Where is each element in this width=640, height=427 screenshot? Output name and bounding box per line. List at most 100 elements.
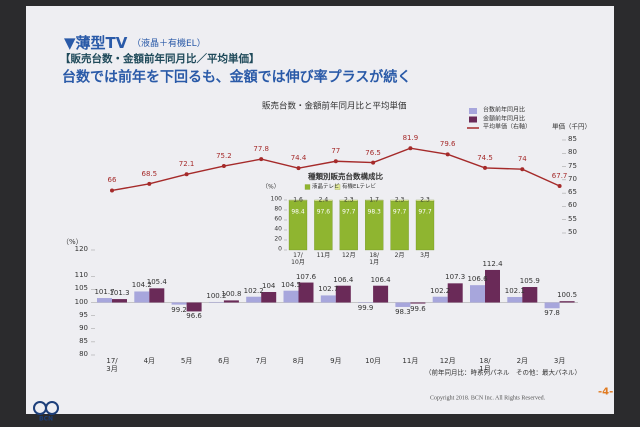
bar-value-label: 102.2 — [430, 286, 451, 295]
price-point — [520, 167, 525, 172]
price-point — [147, 181, 152, 186]
y-tick-label: 80 — [79, 350, 88, 359]
yoy-bar — [246, 296, 262, 303]
y-tick-label: 85 — [79, 337, 88, 346]
y2-axis-label: 単価（千円） — [552, 122, 591, 131]
bar-value-label: 97.8 — [544, 309, 560, 318]
inset-legend-swatch — [334, 184, 341, 190]
inset-value-label: 97.7 — [418, 208, 432, 216]
price-value-label: 67.7 — [551, 172, 568, 181]
chart-title: 販売台数・金額前年同月比と平均単価 — [262, 101, 407, 112]
bar-value-label: 102.1 — [504, 287, 525, 296]
yoy-bar — [470, 285, 485, 303]
bar-value-label: 106.4 — [370, 275, 391, 284]
inset-value-label: 98.3 — [367, 208, 381, 216]
price-point — [333, 159, 338, 164]
inset-value-label: 98.4 — [291, 208, 305, 216]
inset-y-tick-label: 60 — [274, 215, 282, 223]
inset-x-tick-label: 11月 — [316, 252, 331, 259]
price-value-label: 81.9 — [402, 134, 419, 143]
y2-tick-label: 70 — [568, 175, 577, 183]
x-tick-label: 6月 — [218, 357, 230, 365]
y2-tick-label: 60 — [568, 201, 577, 210]
x-tick-label: 8月 — [292, 357, 305, 365]
inset-y-tick-label: 80 — [274, 205, 282, 213]
y2-tick-label: 65 — [568, 188, 577, 197]
title-note: （液晶＋有機EL） — [132, 39, 206, 50]
bar-value-label: 100.5 — [557, 291, 578, 300]
bar-value-label: 105.4 — [146, 278, 167, 287]
yoy-bar — [320, 295, 336, 303]
price-value-label: 68.5 — [141, 169, 158, 178]
yoy-bar — [112, 299, 127, 303]
price-point — [371, 160, 376, 165]
y-axis-label: （%） — [62, 238, 83, 247]
price-value-label: 77 — [331, 147, 341, 156]
legend-swatch — [469, 108, 477, 114]
y-tick-label: 100 — [74, 297, 88, 306]
bar-value-label: 107.3 — [445, 273, 466, 282]
price-point — [557, 183, 562, 188]
yoy-bar — [395, 302, 411, 307]
inset-x-tick-label: 17/ 10月 — [291, 252, 305, 266]
y2-tick-label: 55 — [568, 214, 577, 223]
inset-bar — [415, 199, 435, 202]
legend-label: 台数前年同月比 — [483, 106, 526, 114]
price-value-label: 74.4 — [290, 154, 307, 163]
yoy-bar — [298, 282, 314, 303]
x-tick-label: 9月 — [330, 357, 342, 365]
bar-value-label: 96.6 — [186, 312, 202, 321]
inset-value-label: 2.4 — [318, 196, 329, 204]
inset-y-tick-label: 0 — [278, 245, 282, 253]
inset-bar — [390, 199, 409, 202]
x-tick-label: 4月 — [143, 357, 156, 365]
price-value-label: 66 — [107, 176, 117, 185]
legend-label: 金額前年同月比 — [483, 115, 526, 123]
yoy-bar — [559, 301, 575, 303]
yoy-bar — [358, 302, 374, 303]
y-tick-label: 105 — [74, 284, 88, 293]
copyright: Copyright 2018. BCN Inc. All Rights Rese… — [430, 395, 546, 402]
inset-x-tick-label: 2月 — [394, 252, 405, 259]
bar-value-label: 106.6 — [467, 275, 488, 284]
x-tick-label: 18/ 1月 — [479, 357, 491, 373]
inset-title: 種類別販売台数構成比 — [308, 171, 383, 181]
yoy-bar — [171, 302, 187, 305]
slide-title: ▼薄型TV — [64, 33, 128, 52]
inset-legend-label: 液晶テレビ — [312, 183, 340, 190]
x-tick-label: 3月 — [553, 357, 566, 365]
yoy-bar — [544, 302, 560, 309]
price-point — [408, 146, 413, 151]
price-point — [221, 164, 226, 169]
bar-value-label: 102.2 — [243, 286, 264, 295]
y2-tick-label: 80 — [568, 148, 577, 157]
price-point — [110, 188, 114, 193]
inset-bar — [365, 199, 384, 201]
price-value-label: 72.1 — [178, 160, 195, 169]
price-value-label: 74.5 — [477, 154, 493, 163]
bar-value-label: 107.6 — [295, 272, 317, 281]
inset-value-label: 97.6 — [316, 208, 331, 216]
inset-y-tick-label: 40 — [274, 225, 282, 233]
inset-bar — [288, 199, 308, 201]
inset-x-tick-label: 12月 — [341, 252, 356, 259]
price-value-label: 77.8 — [253, 145, 269, 154]
y2-tick-label: 75 — [568, 161, 577, 170]
inset-value-label: 2.3 — [420, 196, 430, 204]
bar-value-label: 105.9 — [519, 277, 540, 286]
bar-value-label: 101.7 — [94, 288, 115, 297]
x-tick-label: 11月 — [402, 357, 419, 365]
y-tick-label: 95 — [79, 310, 88, 319]
x-tick-label: 7月 — [255, 357, 267, 365]
yoy-bar — [335, 285, 351, 303]
headline: 台数では前年を下回るも、金額では伸び率プラスが続く — [62, 69, 412, 86]
logo-text: BCN — [39, 415, 53, 423]
yoy-bar — [186, 302, 202, 312]
yoy-bar — [97, 298, 112, 303]
inset-x-tick-label: 18/ 1月 — [369, 252, 380, 266]
yoy-bar — [134, 291, 150, 303]
bar-value-label: 102.7 — [318, 285, 339, 294]
bar-value-label: 99.6 — [410, 304, 426, 313]
inset-value-label: 97.7 — [342, 208, 356, 216]
